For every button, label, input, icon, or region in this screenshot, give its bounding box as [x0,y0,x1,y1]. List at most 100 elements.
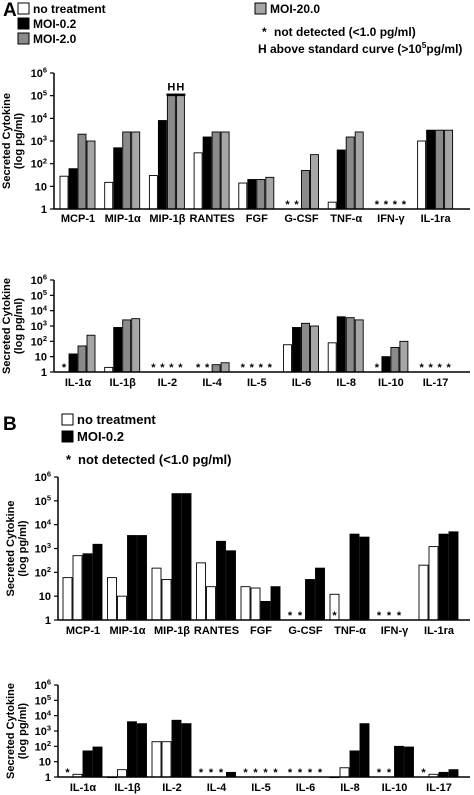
bar [256,179,266,210]
bar [339,767,350,778]
not-detected-marker: * [250,362,255,374]
y-axis-label-unit: (log pg/ml) [17,520,29,577]
x-tick-label: IL-4 [202,377,222,389]
not-detected-marker: * [377,610,382,622]
bar [181,723,192,778]
bar [250,587,261,621]
legend-label: MOI-20.0 [270,2,320,16]
not-detected-marker: * [65,767,70,779]
x-tick-label: IL-17 [426,782,452,794]
bar [137,723,147,778]
x-tick-label: IL-10 [382,782,408,794]
bar [59,175,69,210]
not-detected-marker: * [332,610,337,622]
y-axis-label-unit: (log pg/ml) [17,703,29,760]
bar [127,721,137,778]
bar [211,131,221,210]
x-tick-label: IFN-γ [377,213,405,225]
y-tick-label: 105 [31,288,47,302]
x-tick-label: MIP-1α [105,213,141,225]
y-tick-label: 10 [35,352,47,364]
bar [151,567,162,621]
y-axis-label: Secreted Cytokine [1,278,13,374]
not-detected-marker: * [259,362,264,374]
y-tick-label: 105 [31,88,47,102]
not-detected-marker: * [421,767,426,779]
y-tick-label: 104 [35,708,52,722]
x-tick-label: IL-1ra [424,625,455,637]
legend-swatch [17,32,30,45]
x-tick-label: RANTES [194,625,239,637]
not-detected-marker: * [298,610,303,622]
bar [68,353,78,373]
above-curve-marker: H [176,82,184,94]
not-detected-marker: * [294,199,299,211]
bar [148,175,158,210]
bar [127,535,137,621]
not-detected-marker: * [196,362,201,374]
not-detected-marker: * [241,362,246,374]
legend-swatch [61,430,74,443]
bar [315,567,325,621]
x-tick-label: IL-5 [247,377,267,389]
x-tick-label: FGF [250,625,272,637]
bar [226,550,236,621]
bar [448,769,459,778]
y-tick-label: 106 [31,273,47,287]
bar [345,317,355,373]
x-tick-label: MCP-1 [61,213,95,225]
bar [131,318,141,373]
y-tick-label: 104 [31,111,48,125]
bar [113,147,123,210]
y-tick-label: 1 [41,367,47,379]
bar [72,555,83,621]
not-detected-marker: * [318,767,323,779]
not-detected-marker: * [253,767,258,779]
y-tick-label: 10 [39,591,51,603]
x-tick-label: IL-17 [423,377,449,389]
bar [417,140,427,210]
x-tick-label: G-CSF [284,213,319,225]
legend-note-text: above standard curve (>105pg/ml) [270,40,462,56]
y-tick-label: 102 [31,334,47,348]
y-tick-label: 10 [39,757,51,769]
legend-note-text: not detected (<1.0 pg/ml) [274,25,416,39]
bar [435,129,445,210]
y-tick-label: 1 [41,204,47,216]
bar [92,746,103,778]
not-detected-marker: * [308,767,313,779]
chart-3: Secreted Cytokine (log pg/ml) MCP-1 MIP-1α M… [5,476,470,637]
bar [327,201,337,210]
y-tick-label: 103 [35,541,51,555]
bar [77,133,87,210]
x-tick-label: IL-1α [65,377,92,389]
legend-label: MOI-0.2 [77,429,124,444]
not-detected-marker: * [285,199,290,211]
bar [117,769,127,778]
y-tick-label: 105 [35,693,51,707]
bar [345,136,355,210]
y-tick-label: 106 [35,678,51,692]
y-tick-label: 103 [31,319,47,333]
y-tick-label: 102 [31,156,47,170]
y-tick-label: 102 [35,565,51,579]
panel-letter-B: B [3,414,17,435]
y-axis-label: Secreted Cytokine [1,93,13,189]
bar [390,346,400,373]
bar [86,334,96,373]
bar [82,553,93,621]
legend-swatch [61,413,74,426]
bar [283,344,292,373]
bar [175,95,185,210]
bar [193,152,203,210]
bar [240,586,251,621]
legend-swatch [17,17,30,30]
not-detected-marker: * [298,767,303,779]
chart-1: Secreted Cytokine (log pg/ml) MCP-1 MIP-1α M… [1,72,470,225]
x-tick-label: MIP-1α [109,625,145,637]
y-tick-label: 1 [45,772,51,784]
y-tick-label: 105 [35,493,51,507]
bar [161,741,172,778]
bar [301,322,310,373]
